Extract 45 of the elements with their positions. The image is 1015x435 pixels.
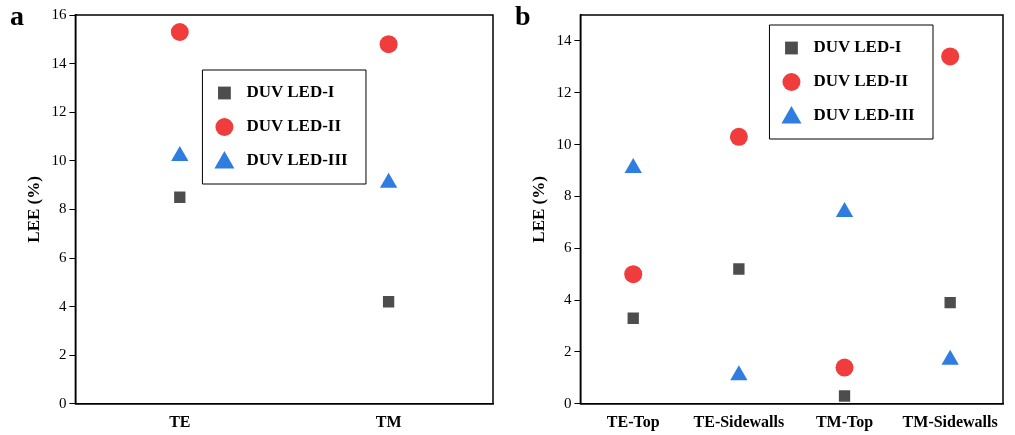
y-tick-label: 6 xyxy=(58,248,67,265)
legend-label: DUV LED-I xyxy=(813,37,902,57)
y-tick-label: 0 xyxy=(563,394,572,411)
point xyxy=(729,127,748,146)
y-tick-label: 4 xyxy=(563,291,572,308)
y-tick-label: 0 xyxy=(58,394,67,411)
x-tick-label: TM xyxy=(375,412,402,430)
point xyxy=(733,263,745,275)
legend-label: DUV LED-II xyxy=(246,116,342,136)
y-tick-label: 14 xyxy=(556,31,572,48)
point xyxy=(838,390,851,402)
y-tick-label: 8 xyxy=(58,200,67,217)
point xyxy=(835,358,854,377)
legend-label: DUV LED-III xyxy=(246,150,349,170)
y-tick-label: 2 xyxy=(58,346,67,363)
legend-label: DUV LED-II xyxy=(813,71,909,91)
y-axis-title: LEE (%) xyxy=(23,176,43,243)
point xyxy=(944,297,956,309)
y-axis-title: LEE (%) xyxy=(528,176,548,243)
chart-title: a xyxy=(10,0,24,32)
y-tick-label: 10 xyxy=(556,135,572,152)
point xyxy=(382,296,395,308)
y-tick-label: 12 xyxy=(556,83,572,100)
point xyxy=(624,265,643,284)
y-tick-label: 16 xyxy=(51,5,67,22)
legend-label: DUV LED-I xyxy=(246,82,335,102)
point xyxy=(941,47,960,66)
x-tick-label: TE xyxy=(169,412,191,430)
y-tick-label: 2 xyxy=(563,342,572,359)
y-tick-label: 10 xyxy=(51,151,67,168)
x-tick-label: TE-Sidewalls xyxy=(693,412,785,430)
y-tick-label: 6 xyxy=(563,239,572,256)
point xyxy=(170,23,189,42)
y-tick-label: 14 xyxy=(51,54,67,71)
y-tick-label: 12 xyxy=(51,103,67,120)
point xyxy=(379,35,398,54)
x-tick-label: TM-Sidewalls xyxy=(902,412,998,430)
y-tick-label: 4 xyxy=(58,297,67,314)
legend-label: DUV LED-III xyxy=(813,105,916,125)
point xyxy=(627,312,639,324)
y-tick-label: 8 xyxy=(563,187,572,204)
x-tick-label: TM-Top xyxy=(815,412,874,431)
point xyxy=(174,191,186,203)
x-tick-label: TE-Top xyxy=(606,412,660,431)
chart-title: b xyxy=(515,0,531,32)
